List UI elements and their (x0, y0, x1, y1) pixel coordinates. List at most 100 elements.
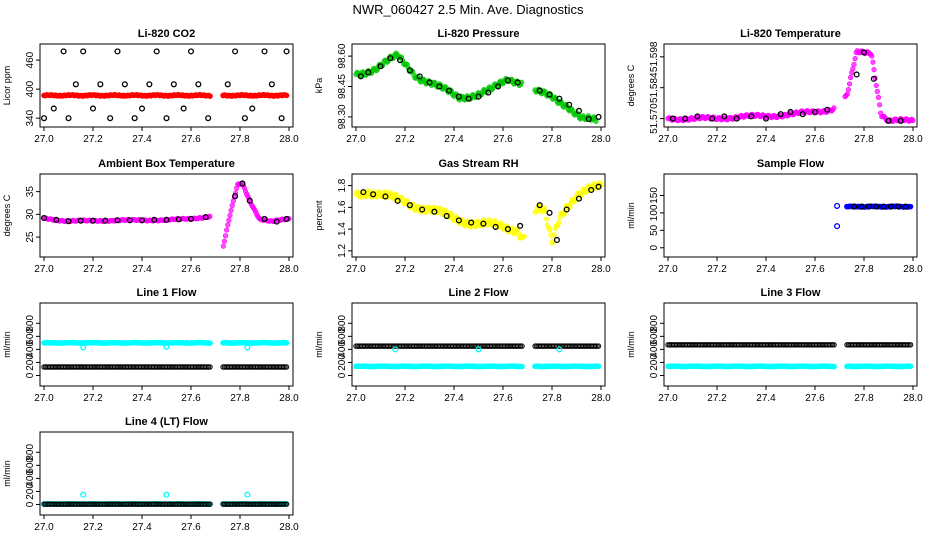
y-tick-label: 51.570 (649, 103, 660, 134)
x-tick-label: 27.6 (805, 134, 825, 145)
x-tick-label: 27.4 (756, 393, 776, 404)
data-point (225, 222, 231, 228)
data-point (89, 217, 97, 224)
x-tick-label: 27.2 (395, 393, 415, 404)
series-spikes (80, 491, 251, 498)
chart-title: Li-820 CO2 (138, 28, 195, 40)
x-tick-label: 27.0 (34, 522, 54, 533)
data-point (207, 340, 213, 347)
data-point (547, 227, 553, 233)
data-point (232, 48, 239, 55)
data-point (228, 207, 234, 214)
data-point (860, 49, 868, 56)
series-tanks-overlay (851, 203, 909, 210)
x-tick-label: 27.0 (34, 134, 54, 145)
data-point (360, 189, 367, 196)
data-point (273, 218, 280, 225)
data-point (261, 48, 268, 55)
series-sample (41, 91, 290, 99)
data-point (851, 203, 858, 210)
y-tick-label: 200 (337, 354, 348, 371)
y-tick-label: 51.584 (649, 72, 660, 103)
data-point (220, 243, 226, 249)
data-point (436, 83, 443, 90)
data-point (151, 216, 158, 223)
data-point (811, 108, 819, 116)
data-point (138, 217, 146, 224)
data-point (416, 73, 423, 80)
line-3-flow-panel: Line 3 Flow 27.0 27.2 27.4 27.6 27.8 28.0 02004… (626, 287, 923, 404)
data-point (543, 216, 550, 222)
data-point (455, 217, 462, 224)
data-point (222, 233, 229, 239)
plot-frame (351, 302, 606, 387)
data-point (89, 105, 97, 112)
y-tick-label: 0 (649, 372, 660, 378)
data-point (831, 105, 837, 111)
y-tick-label: 200 (25, 483, 36, 500)
x-tick-label: 27.4 (444, 393, 464, 404)
data-point (709, 115, 716, 122)
series-tanks (357, 55, 602, 122)
x-tick-label: 27.8 (542, 393, 562, 404)
data-point (229, 202, 235, 209)
data-point (406, 202, 413, 209)
data-point (446, 87, 453, 94)
x-tick-label: 27.8 (542, 264, 562, 275)
x-tick-label: 27.8 (230, 134, 250, 145)
x-tick-label: 27.8 (854, 393, 874, 404)
x-tick-label: 27.4 (132, 522, 152, 533)
chart-title: Ambient Box Temperature (98, 158, 235, 170)
data-point (382, 193, 389, 200)
data-point (131, 115, 138, 122)
li820-pressure-panel: Li-820 Pressure 27.0 27.2 27.4 27.6 27.8 28.0 9… (314, 28, 611, 145)
data-point (495, 83, 502, 90)
data-point (865, 203, 872, 210)
data-point (426, 79, 433, 86)
plot-frame (39, 173, 294, 258)
data-point (585, 115, 592, 122)
x-tick-label: 28.0 (903, 393, 923, 404)
y-axis-label: ml/min (626, 202, 636, 229)
series-sample (353, 180, 604, 246)
x-tick-label: 27.2 (707, 393, 727, 404)
y-axis-label: ml/min (2, 460, 12, 487)
plot-frame (39, 43, 294, 128)
data-point (114, 217, 121, 224)
x-tick-label: 27.0 (346, 134, 366, 145)
x-tick-label: 28.0 (279, 522, 299, 533)
y-tick-label: 800 (25, 444, 36, 461)
data-point (283, 340, 290, 346)
data-point (394, 197, 401, 204)
data-point (283, 215, 290, 222)
plot-frame (39, 302, 294, 387)
plot-frame (351, 43, 606, 128)
data-point (556, 95, 563, 102)
data-point (246, 197, 253, 204)
data-point (762, 115, 770, 122)
data-point (163, 343, 170, 350)
data-point (202, 214, 209, 221)
data-point (910, 117, 916, 124)
data-point (563, 206, 570, 213)
data-point (907, 342, 914, 348)
data-point (357, 73, 364, 80)
chart-title: Line 3 Flow (761, 287, 821, 299)
y-tick-label: 400 (25, 470, 36, 487)
data-point (232, 193, 239, 200)
y-tick-label: 800 (337, 315, 348, 332)
data-point (519, 343, 525, 349)
data-point (121, 81, 128, 88)
ambient-box-temperature-panel: Ambient Box Temperature 27.0 27.2 27.4 27.6 2… (2, 158, 299, 275)
y-tick-label: 600 (25, 457, 36, 474)
line-1-flow-panel: Line 1 Flow 27.0 27.2 27.4 27.6 27.8 28.0 02004… (2, 287, 299, 404)
data-point (50, 105, 57, 112)
data-point (224, 81, 231, 88)
data-point (682, 115, 689, 122)
x-tick-label: 28.0 (903, 264, 923, 275)
x-tick-label: 27.0 (658, 134, 678, 145)
data-point (514, 79, 521, 86)
y-tick-label: 98.60 (337, 43, 348, 68)
y-tick-label: 25 (25, 231, 36, 243)
